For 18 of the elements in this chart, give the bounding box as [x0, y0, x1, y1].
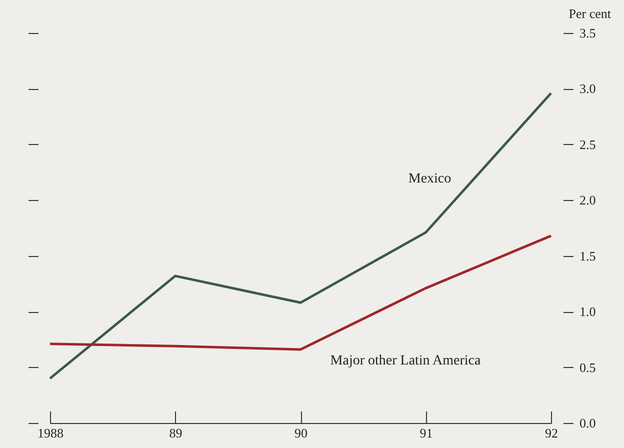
y-axis-title: Per cent — [568, 6, 612, 21]
line-series — [48, 234, 552, 351]
y-tick-label: 2.5 — [580, 136, 596, 152]
x-tick-label: 1988 — [38, 426, 64, 440]
line-series — [48, 92, 552, 380]
x-tick-label: 91 — [420, 426, 433, 440]
y-tick-label: 0.0 — [580, 416, 596, 430]
series-label: Major other Latin America — [330, 353, 482, 368]
y-tick-label: 1.0 — [580, 304, 596, 320]
x-tick-label: 90 — [294, 426, 308, 440]
y-tick-label: 2.0 — [580, 192, 596, 208]
series-label: Mexico — [408, 171, 452, 186]
y-tick-label: 3.5 — [580, 26, 596, 40]
x-tick-label: 89 — [169, 426, 182, 440]
y-tick-label: 1.5 — [580, 248, 596, 264]
y-tick-label: 0.5 — [580, 360, 596, 375]
x-tick-label: 92 — [545, 426, 558, 440]
y-tick-label: 3.0 — [580, 81, 596, 96]
